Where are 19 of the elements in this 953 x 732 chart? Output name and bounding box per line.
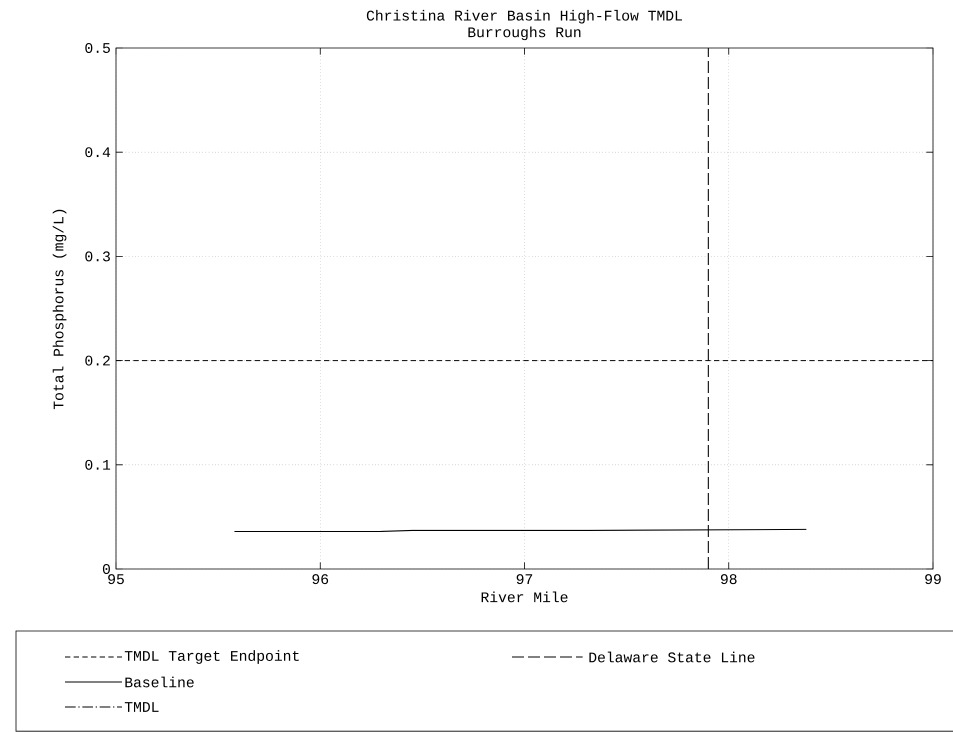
legend-label: Delaware State Line [589, 652, 754, 662]
y-axis-title: Total Phosphorus (mg/L) [52, 210, 66, 410]
x-tick-label: 97 [516, 574, 532, 584]
x-tick-label: 96 [312, 574, 328, 584]
legend-label: TMDL [124, 702, 159, 712]
y-tick-label: 0.3 [85, 251, 110, 262]
x-tick-label: 98 [720, 574, 737, 584]
y-tick-label: 0.1 [85, 460, 110, 470]
y-tick-label: 0.4 [85, 147, 110, 158]
x-tick-label: 99 [925, 574, 941, 584]
legend-label: TMDL Target Endpoint [124, 650, 299, 664]
x-tick-label: 95 [108, 574, 124, 584]
legend-label: Baseline [125, 676, 194, 688]
x-axis-title: River Mile [482, 591, 568, 602]
chart-title: Christina River Basin High-Flow TMDL [366, 10, 682, 24]
chart-subtitle: Burroughs Run [468, 26, 580, 40]
y-tick-label: 0 [102, 564, 110, 574]
y-tick-label: 0.5 [85, 43, 110, 53]
y-tick-label: 0.2 [85, 356, 110, 366]
